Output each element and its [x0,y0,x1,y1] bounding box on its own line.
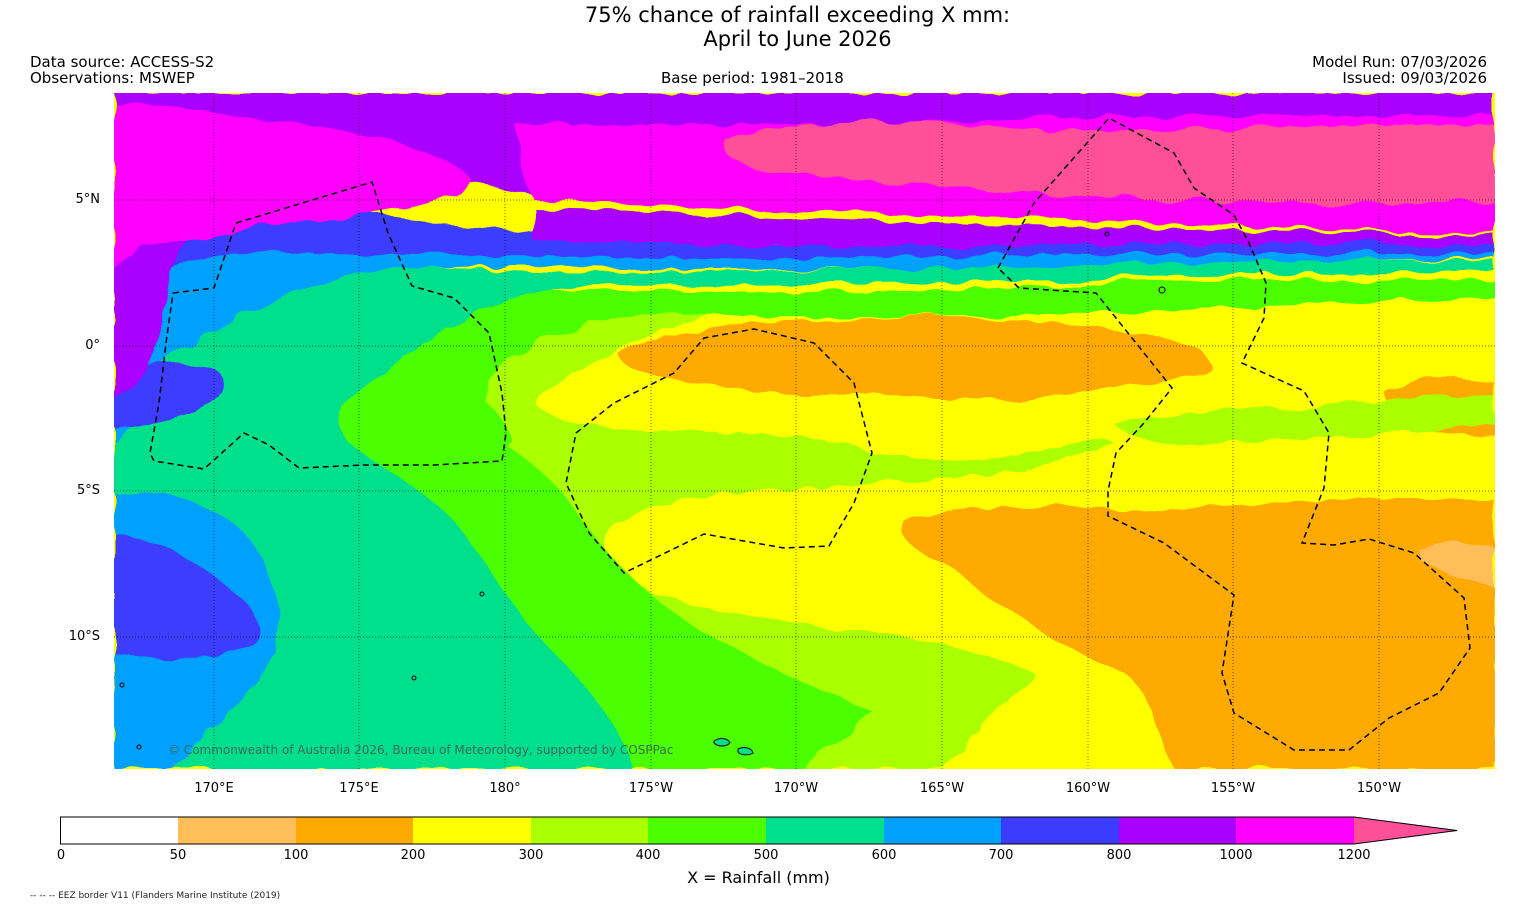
eez-borders [149,117,1471,751]
colorbar-swatch-6 [766,817,884,844]
rainfall-map: © Commonwealth of Australia 2026, Bureau… [114,93,1495,769]
lon-label-165w: 165°W [919,781,965,796]
lon-label-150w: 150°W [1356,781,1402,796]
lon-label-170w: 170°W [773,781,819,796]
colorbar-tick-0: 0 [56,848,66,863]
island-dot-6 [411,675,417,681]
colorbar-tick-800: 800 [1106,848,1132,863]
island-dot-2 [1104,231,1110,237]
lon-label-175w: 175°W [628,781,674,796]
eez-kiribati-gilbert [149,181,507,470]
lat-label-5s: 5°S [76,483,100,498]
colorbar-title: X = Rainfall (mm) [687,868,830,887]
colorbar-tick-1200: 1200 [1337,848,1371,863]
band-800-1000-lower [534,208,1495,247]
lon-label-160w: 160°W [1065,781,1111,796]
lon-label-180: 180° [489,781,521,796]
map-title-line2: April to June 2026 [703,27,892,51]
band-100-200-equatorial [619,317,1211,400]
colorbar-tick-300: 300 [518,848,544,863]
colorbar-swatch-9 [1119,817,1236,844]
band-100-200-southeast [903,499,1495,769]
band-300-400-east [1114,395,1495,444]
colorbar-tick-50: 50 [169,848,187,863]
colorbar [60,816,1458,845]
colorbar-swatch-5 [648,817,766,844]
island-dot-3 [479,591,485,597]
colorbar-outline [60,816,1458,845]
colorbar-tick-400: 400 [635,848,661,863]
colorbar-swatch-0 [60,817,178,844]
colorbar-swatch-10 [1236,817,1354,844]
island-dot-5 [119,682,125,688]
lon-label-155w: 155°W [1210,781,1256,796]
band-1200-plus [722,121,1495,204]
island-outlines [119,231,1166,756]
map-title-line1: 75% chance of rainfall exceeding X mm: [584,3,1011,27]
model-run-label: Model Run: 07/03/2026 [1312,53,1487,71]
colorbar-swatch-3 [413,817,531,844]
colorbar-tick-600: 600 [871,848,897,863]
lon-label-170e: 170°E [194,781,234,796]
island-samoa-2 [737,747,754,756]
band-1000-1200 [114,103,474,268]
colorbar-tick-700: 700 [988,848,1014,863]
lon-label-175e: 175°E [339,781,379,796]
band-700-800-west [114,362,225,428]
colorbar-swatch-4 [531,817,648,844]
band-50-100-patch [1414,541,1495,588]
data-source-label: Data source: ACCESS-S2 [30,53,215,71]
base-period-label: Base period: 1981–2018 [661,69,844,87]
colorbar-extend-arrow [1354,817,1457,844]
graticule [114,93,1495,769]
island-samoa [713,738,731,747]
colorbar-tick-500: 500 [753,848,779,863]
lat-label-0: 0° [85,338,100,353]
colorbar-swatch-1 [178,817,296,844]
island-dot-1 [1158,286,1166,294]
colorbar-tick-200: 200 [400,848,426,863]
eez-footnote: -- -- -- EEZ border V11 (Flanders Marine… [30,891,281,901]
observations-label: Observations: MSWEP [30,69,195,87]
colorbar-tick-100: 100 [283,848,309,863]
band-700-800-south [114,533,259,659]
lat-label-10s: 10°S [68,629,100,644]
colorbar-swatch-2 [296,817,413,844]
colorbar-swatch-7 [884,817,1001,844]
colorbar-tick-1000: 1000 [1219,848,1253,863]
copyright-credit: © Commonwealth of Australia 2026, Bureau… [168,743,673,757]
eez-line-islands [997,117,1471,751]
island-dot-4 [136,744,142,750]
issued-label: Issued: 09/03/2026 [1342,69,1487,87]
colorbar-swatch-8 [1001,817,1119,844]
lat-label-5n: 5°N [75,192,101,207]
band-500-600 [114,258,1495,769]
